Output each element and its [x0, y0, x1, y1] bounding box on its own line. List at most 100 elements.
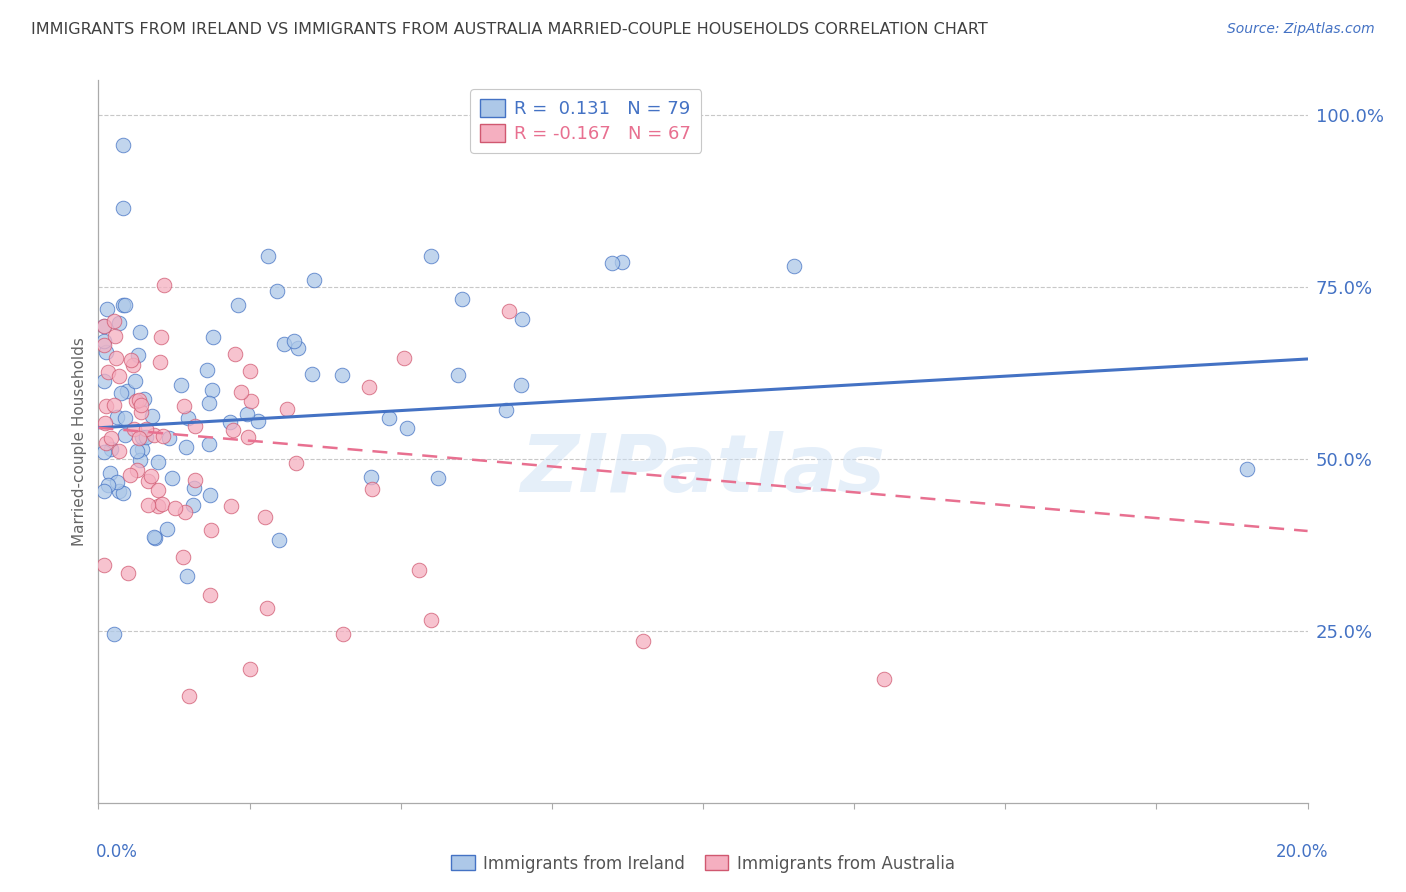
- Point: [93, 374, 115, 388]
- Point: [111, 138, 134, 153]
- Point: [284, 456, 307, 470]
- Point: [124, 422, 146, 436]
- Point: [1236, 462, 1258, 476]
- Point: [195, 363, 218, 377]
- Point: [93, 334, 115, 348]
- Point: [172, 549, 194, 564]
- Point: [124, 374, 146, 388]
- Point: [98, 466, 121, 480]
- Point: [170, 378, 193, 392]
- Point: [239, 394, 262, 409]
- Point: [125, 394, 148, 409]
- Point: [149, 354, 172, 368]
- Point: [111, 201, 134, 215]
- Point: [447, 368, 470, 382]
- Point: [236, 430, 259, 444]
- Point: [181, 498, 204, 512]
- Text: Source: ZipAtlas.com: Source: ZipAtlas.com: [1227, 22, 1375, 37]
- Point: [873, 672, 896, 686]
- Point: [131, 442, 153, 456]
- Point: [177, 410, 200, 425]
- Point: [283, 334, 305, 348]
- Point: [93, 337, 115, 351]
- Point: [131, 398, 153, 412]
- Point: [93, 558, 115, 573]
- Point: [93, 319, 115, 334]
- Point: [160, 471, 183, 485]
- Point: [94, 345, 117, 359]
- Point: [173, 505, 195, 519]
- Point: [631, 634, 654, 648]
- Point: [146, 483, 169, 497]
- Point: [783, 259, 806, 273]
- Point: [183, 482, 205, 496]
- Point: [165, 500, 187, 515]
- Point: [97, 477, 120, 491]
- Point: [392, 351, 415, 365]
- Point: [332, 627, 354, 641]
- Point: [612, 255, 634, 269]
- Point: [132, 392, 155, 406]
- Point: [273, 337, 295, 351]
- Point: [129, 326, 152, 340]
- Point: [143, 428, 166, 442]
- Text: 20.0%: 20.0%: [1277, 843, 1329, 861]
- Point: [103, 314, 125, 328]
- Point: [120, 468, 142, 483]
- Point: [602, 255, 624, 269]
- Point: [287, 342, 309, 356]
- Point: [111, 486, 134, 500]
- Text: IMMIGRANTS FROM IRELAND VS IMMIGRANTS FROM AUSTRALIA MARRIED-COUPLE HOUSEHOLDS C: IMMIGRANTS FROM IRELAND VS IMMIGRANTS FR…: [31, 22, 987, 37]
- Point: [253, 510, 276, 524]
- Point: [105, 351, 128, 365]
- Point: [221, 500, 243, 514]
- Point: [100, 442, 122, 457]
- Point: [226, 298, 249, 312]
- Point: [176, 569, 198, 583]
- Point: [135, 430, 157, 444]
- Point: [131, 430, 153, 444]
- Point: [112, 298, 135, 312]
- Point: [97, 365, 120, 379]
- Point: [125, 462, 148, 476]
- Point: [94, 416, 117, 430]
- Text: 0.0%: 0.0%: [96, 843, 138, 861]
- Point: [114, 410, 136, 425]
- Point: [420, 614, 443, 628]
- Point: [114, 298, 136, 312]
- Point: [96, 301, 118, 316]
- Point: [100, 431, 122, 445]
- Point: [426, 470, 449, 484]
- Point: [330, 368, 353, 383]
- Point: [360, 470, 382, 484]
- Point: [127, 348, 149, 362]
- Point: [361, 482, 384, 496]
- Point: [495, 402, 517, 417]
- Point: [136, 498, 159, 512]
- Point: [200, 523, 222, 537]
- Point: [150, 497, 173, 511]
- Point: [146, 455, 169, 469]
- Point: [179, 689, 201, 703]
- Point: [173, 399, 195, 413]
- Point: [197, 395, 219, 409]
- Point: [125, 444, 148, 458]
- Point: [136, 475, 159, 489]
- Point: [93, 445, 115, 459]
- Point: [395, 421, 418, 435]
- Point: [420, 249, 443, 263]
- Point: [108, 316, 131, 330]
- Point: [198, 437, 221, 451]
- Point: [94, 400, 117, 414]
- Point: [198, 488, 221, 502]
- Y-axis label: Married-couple Households: Married-couple Households: [72, 337, 87, 546]
- Point: [135, 422, 157, 436]
- Point: [108, 368, 131, 383]
- Point: [246, 414, 269, 428]
- Point: [451, 293, 474, 307]
- Point: [104, 328, 127, 343]
- Point: [304, 273, 326, 287]
- Point: [149, 330, 172, 344]
- Point: [142, 530, 165, 544]
- Point: [143, 531, 166, 545]
